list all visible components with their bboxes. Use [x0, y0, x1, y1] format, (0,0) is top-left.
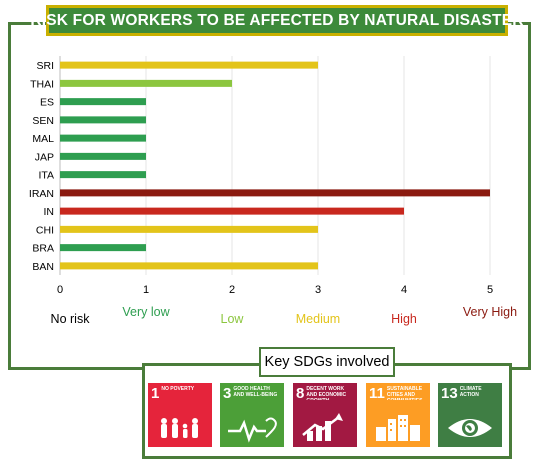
bar	[60, 225, 318, 233]
sdg-tile-13: 13 Climate Action	[438, 383, 502, 447]
risk-level-label: High	[391, 312, 417, 326]
category-label: BAN	[32, 261, 54, 273]
category-label: ITA	[38, 170, 54, 182]
chart-title: RISK FOR WORKERS TO BE AFFECTED BY NATUR…	[30, 5, 523, 36]
risk-level-label: Low	[220, 312, 244, 326]
category-label: IN	[44, 206, 55, 218]
bar	[60, 98, 146, 106]
category-label: SRI	[36, 60, 54, 72]
category-label: SEN	[32, 115, 54, 127]
eye-globe-icon	[448, 419, 492, 437]
sdg-section-title: Key SDGs involved	[259, 347, 395, 377]
x-tick-label: 1	[143, 284, 149, 296]
city-buildings-icon	[376, 415, 420, 441]
sdg-tile-8: 8Decent Work and Economic Growth	[293, 383, 357, 447]
sdg-number: 8	[296, 385, 305, 402]
bar	[60, 152, 146, 160]
category-label: CHI	[36, 224, 54, 236]
bar	[60, 171, 146, 179]
sdg-name: Sustainable Cities and Communities	[386, 386, 423, 400]
bar	[60, 207, 404, 215]
category-label: IRAN	[29, 188, 54, 200]
family-icon	[161, 418, 198, 438]
sdg-tile-3: 3 Good Health and Well-Being	[220, 383, 284, 447]
growth-chart-icon	[302, 413, 343, 441]
sdg-name: Good Health and Well-Being	[233, 386, 278, 398]
bar	[60, 134, 146, 142]
sdg-number: 11	[369, 385, 385, 402]
x-tick-label: 5	[487, 284, 493, 296]
heartbeat-icon	[228, 417, 277, 443]
sdg-tile-1: 1 No Poverty	[148, 383, 212, 447]
risk-level-label: Medium	[295, 312, 341, 326]
bar	[60, 61, 318, 69]
x-tick-label: 4	[401, 284, 407, 296]
sdg-number: 3	[223, 385, 232, 402]
bar	[60, 262, 318, 270]
risk-level-label: No risk	[50, 312, 90, 326]
sdg-name: Decent Work and Economic Growth	[306, 386, 347, 400]
x-tick-label: 3	[315, 284, 321, 296]
sdg-number: 13	[441, 385, 458, 402]
bar-chart: 0 1 2 3 4 5 SRI THAI ES SEN MAL JAP ITA IRAN IN CHI BRA B…	[29, 56, 493, 296]
category-label: MAL	[32, 133, 54, 145]
risk-level-label: Very low	[122, 305, 170, 319]
category-label: BRA	[32, 243, 54, 255]
risk-level-label: Very High	[462, 305, 518, 319]
category-label: JAP	[35, 151, 54, 163]
category-label: ES	[40, 97, 54, 109]
sdg-name: No Poverty	[161, 386, 195, 392]
sdg-number: 1	[151, 385, 160, 402]
x-tick-label: 2	[229, 284, 235, 296]
bar	[60, 189, 490, 197]
bar	[60, 79, 232, 87]
sdg-tile-11: 11Sustainable Cities and Communities	[366, 383, 430, 447]
bar	[60, 116, 146, 124]
sdg-name: Climate Action	[459, 386, 482, 398]
category-label: THAI	[30, 78, 54, 90]
x-tick-label: 0	[57, 284, 63, 296]
bar	[60, 244, 146, 252]
